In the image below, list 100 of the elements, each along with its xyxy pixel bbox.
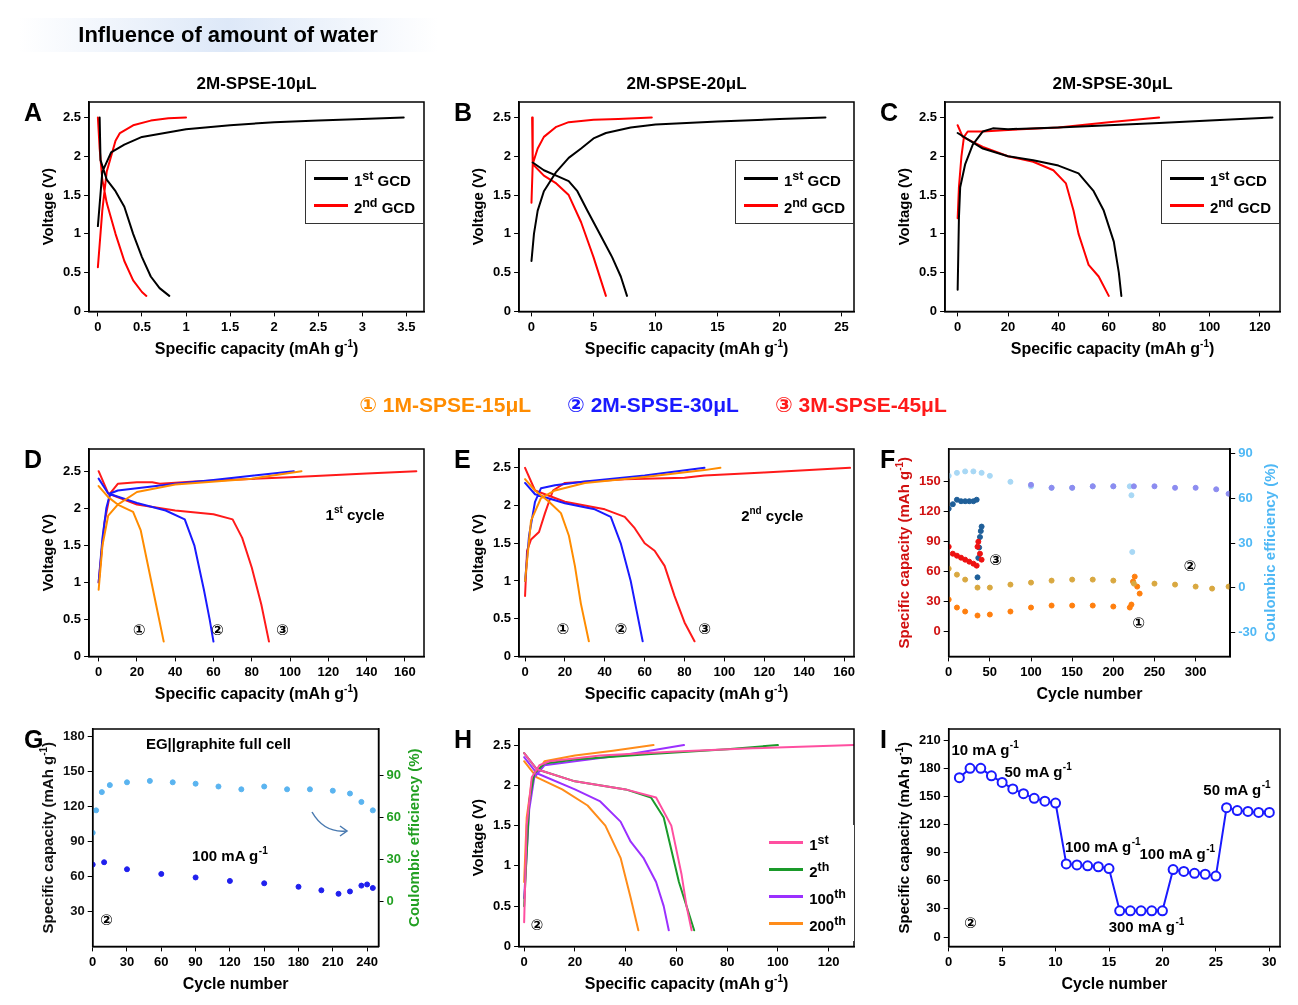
y-tick-label: 120 bbox=[918, 503, 941, 519]
x-tick-label: 5 bbox=[998, 953, 1006, 969]
y-tick-label: 0.5 bbox=[62, 264, 82, 280]
y2-tick-label: 0 bbox=[1238, 579, 1246, 595]
x-tick-label: 150 bbox=[1061, 663, 1084, 679]
x-tick-label: 140 bbox=[355, 663, 378, 679]
annotation: EG||graphite full cell bbox=[145, 735, 292, 753]
y-tick-label: 0.5 bbox=[492, 264, 512, 280]
y-tick-label: 0 bbox=[503, 302, 512, 318]
x-tick-label: 300 bbox=[1184, 663, 1207, 679]
y-tick-label: 2 bbox=[73, 499, 82, 515]
y-tick-label: 2.5 bbox=[918, 109, 938, 125]
x-tick-label: 200 bbox=[1102, 663, 1125, 679]
x-tick-label: 0 bbox=[95, 663, 103, 679]
y2-axis-title: Coulombic efficiency (%) bbox=[1261, 463, 1279, 642]
legend-label: 1$^{st}$ GCD bbox=[353, 168, 411, 191]
chart-title: 2M-SPSE-20μL bbox=[626, 73, 747, 93]
x-tick-label: 60 bbox=[669, 953, 684, 969]
x-tick-label: 15 bbox=[710, 318, 725, 334]
x-tick-label: 0.5 bbox=[132, 318, 151, 334]
x-tick-label: 90 bbox=[188, 953, 203, 969]
x-tick-label: 3.5 bbox=[397, 318, 416, 334]
x-tick-label: 0 bbox=[945, 953, 953, 969]
y-tick-label: 180 bbox=[62, 727, 85, 743]
y2-axis-title: Coulombic efficiency (%) bbox=[405, 748, 423, 927]
text: ② 2M-SPSE-30μL bbox=[567, 393, 739, 417]
x-tick-label: 15 bbox=[1101, 953, 1117, 969]
y-tick-label: 90 bbox=[926, 844, 941, 860]
x-tick-label: 80 bbox=[244, 663, 259, 679]
x-tick-label: 30 bbox=[1262, 953, 1277, 969]
x-tick-label: 0 bbox=[89, 953, 97, 969]
x-tick-label: 120 bbox=[753, 663, 776, 679]
x-tick-label: 40 bbox=[618, 953, 633, 969]
y-tick-label: 1.5 bbox=[492, 534, 512, 550]
y-tick-label: 1.5 bbox=[918, 186, 938, 202]
x-tick-label: 240 bbox=[356, 953, 378, 969]
text: A bbox=[24, 97, 43, 126]
y-tick-label: 0 bbox=[73, 302, 82, 318]
x-tick-label: 10 bbox=[1048, 953, 1063, 969]
x-tick-label: 100 bbox=[1020, 663, 1042, 679]
text: ① 1M-SPSE-15μL bbox=[359, 393, 532, 417]
x-tick-label: 0 bbox=[521, 663, 529, 679]
text: D bbox=[24, 444, 43, 473]
x-tick-label: 180 bbox=[287, 953, 310, 969]
annotation: ② bbox=[100, 910, 113, 928]
y-tick-label: 2.5 bbox=[492, 459, 512, 475]
y-tick-label: 1 bbox=[73, 573, 82, 589]
text: C bbox=[880, 97, 899, 126]
y-tick-label: 2.5 bbox=[62, 462, 82, 478]
annotation: ③ bbox=[275, 620, 289, 638]
text: E bbox=[454, 444, 471, 473]
annotation: ② bbox=[211, 620, 224, 638]
x-tick-label: 160 bbox=[394, 663, 416, 679]
x-tick-label: 2.5 bbox=[309, 318, 328, 334]
x-tick-label: 100 bbox=[279, 663, 301, 679]
x-tick-label: 0 bbox=[945, 663, 953, 679]
y-tick-label: 180 bbox=[918, 759, 941, 775]
x-tick-label: 120 bbox=[1249, 318, 1271, 334]
x-tick-label: 40 bbox=[1051, 318, 1066, 334]
x-tick-label: 60 bbox=[154, 953, 169, 969]
y-tick-label: 2 bbox=[503, 497, 512, 513]
y-tick-label: 60 bbox=[926, 563, 941, 579]
x-tick-label: 20 bbox=[567, 953, 583, 969]
annotation: ③ bbox=[989, 550, 1003, 568]
annotation: ② bbox=[614, 620, 628, 638]
y2-tick-label: 60 bbox=[386, 808, 402, 824]
y-tick-label: 2 bbox=[73, 147, 82, 163]
x-tick-label: 120 bbox=[817, 953, 840, 969]
y-tick-label: 1.5 bbox=[492, 817, 512, 833]
x-tick-label: 60 bbox=[1101, 318, 1116, 334]
x-tick-label: 150 bbox=[253, 953, 276, 969]
y-tick-label: 150 bbox=[918, 473, 941, 489]
x-axis-title: Cycle number bbox=[1061, 975, 1168, 993]
x-tick-label: 0 bbox=[94, 318, 102, 334]
y-tick-label: 1 bbox=[503, 857, 512, 873]
text: B bbox=[454, 97, 473, 126]
legend-label: 1$^{st}$ GCD bbox=[1209, 168, 1267, 191]
x-tick-label: 20 bbox=[1155, 953, 1170, 969]
y-tick-label: 90 bbox=[926, 533, 941, 549]
x-tick-label: 20 bbox=[772, 318, 787, 334]
x-tick-label: 210 bbox=[321, 953, 344, 969]
x-tick-label: 250 bbox=[1143, 663, 1166, 679]
x-tick-label: 0 bbox=[520, 953, 528, 969]
x-tick-label: 0 bbox=[527, 318, 536, 334]
text: H bbox=[454, 724, 473, 753]
y-tick-label: 120 bbox=[918, 816, 941, 832]
y-tick-label: 1.5 bbox=[492, 186, 512, 202]
x-tick-label: 40 bbox=[167, 663, 183, 679]
y-tick-label: 210 bbox=[918, 731, 941, 747]
annotation: ① bbox=[556, 620, 570, 638]
legend-label: 2$^{nd}$ GCD bbox=[1209, 195, 1271, 218]
y-tick-label: 1.5 bbox=[62, 186, 82, 202]
legend-label: 1$^{st}$ bbox=[809, 832, 829, 855]
y-tick-label: 1.5 bbox=[62, 536, 82, 552]
y-axis-title: Voltage (V) bbox=[39, 514, 57, 592]
y-tick-label: 150 bbox=[62, 762, 85, 778]
x-tick-label: 10 bbox=[648, 318, 663, 334]
x-tick-label: 140 bbox=[793, 663, 816, 679]
y-tick-label: 2.5 bbox=[62, 109, 82, 125]
y-axis-title: Voltage (V) bbox=[895, 168, 913, 246]
